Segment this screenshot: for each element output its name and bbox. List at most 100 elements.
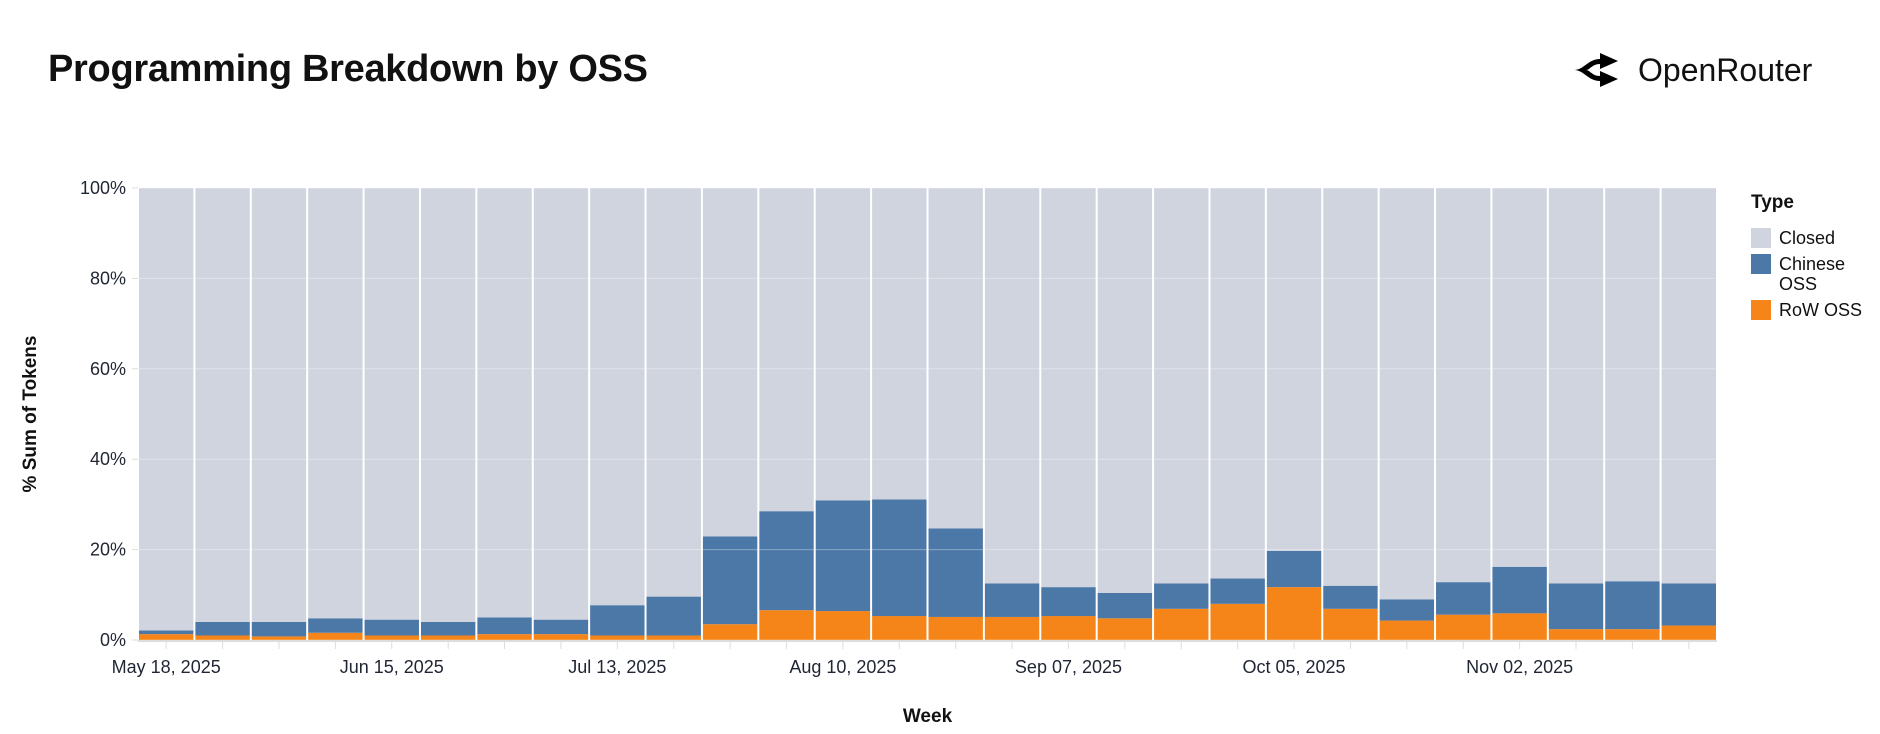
- bar-row-oss: [477, 634, 532, 640]
- legend-swatch-row-oss: [1751, 300, 1771, 320]
- logo-text: OpenRouter: [1638, 51, 1813, 88]
- bar-chinese-oss: [477, 617, 532, 635]
- bar-closed: [1266, 188, 1322, 551]
- bar-row-oss: [1097, 618, 1153, 640]
- bar-closed: [646, 188, 701, 597]
- bar-row-oss: [1436, 614, 1491, 640]
- openrouter-arrows-icon: [1574, 53, 1618, 87]
- bar-chinese-oss: [1097, 592, 1153, 619]
- legend-label-chinese-oss: Chinese OSS: [1779, 254, 1846, 294]
- bar-row-oss: [1492, 613, 1547, 640]
- bar-row-oss: [1154, 608, 1209, 640]
- legend-item-chinese-oss: Chinese OSS: [1751, 254, 1869, 294]
- page-title: Programming Breakdown by OSS: [48, 48, 648, 90]
- x-tick-label: Jun 15, 2025: [340, 657, 444, 677]
- bar-chinese-oss: [1605, 581, 1660, 630]
- bar-closed: [872, 188, 927, 500]
- bar-chinese-oss: [1041, 587, 1096, 617]
- bar-closed: [1210, 188, 1265, 579]
- bar-chinese-oss: [533, 619, 589, 635]
- bar-chinese-oss: [928, 528, 983, 617]
- bar-chinese-oss: [815, 500, 871, 612]
- y-tick-label: 20%: [90, 540, 126, 560]
- bar-closed: [364, 188, 419, 620]
- bar-closed: [1605, 188, 1660, 582]
- bar-closed: [1661, 188, 1716, 584]
- x-tick-label: Aug 10, 2025: [789, 657, 896, 677]
- bar-chinese-oss: [590, 605, 645, 636]
- x-tick-label: Sep 07, 2025: [1015, 657, 1122, 677]
- bar-closed: [815, 188, 871, 501]
- bar-closed: [1154, 188, 1209, 584]
- bar-closed: [1041, 188, 1096, 588]
- bar-chinese-oss: [1266, 550, 1322, 588]
- bar-closed: [759, 188, 814, 512]
- bar-closed: [1548, 188, 1604, 584]
- bar-chinese-oss: [1154, 583, 1209, 609]
- legend-title: Type: [1751, 192, 1794, 213]
- bar-chinese-oss: [1379, 599, 1435, 621]
- bar-closed: [1436, 188, 1491, 583]
- bar-closed: [1323, 188, 1378, 586]
- bar-chinese-oss: [139, 630, 194, 635]
- bar-closed: [139, 188, 194, 631]
- legend-swatch-closed: [1751, 228, 1771, 248]
- bar-chinese-oss: [364, 619, 419, 636]
- y-tick-label: 80%: [90, 268, 126, 288]
- legend-swatch-chinese-oss: [1751, 254, 1771, 274]
- x-tick-label: Oct 05, 2025: [1243, 657, 1346, 677]
- bar-row-oss: [590, 635, 645, 640]
- bar-chinese-oss: [195, 621, 250, 636]
- bar-closed: [533, 188, 589, 620]
- bar-chinese-oss: [251, 621, 307, 637]
- x-tick-label: Nov 02, 2025: [1466, 657, 1573, 677]
- bar-chinese-oss: [759, 511, 814, 611]
- bar-closed: [1379, 188, 1435, 600]
- y-tick-label: 100%: [80, 178, 126, 198]
- bar-row-oss: [1210, 603, 1265, 640]
- openrouter-logo: OpenRouter: [1572, 50, 1812, 90]
- bar-row-oss: [420, 635, 476, 640]
- bar-row-oss: [1548, 629, 1604, 640]
- y-tick-label: 40%: [90, 449, 126, 469]
- bar-chinese-oss: [308, 618, 363, 633]
- bar-closed: [195, 188, 250, 622]
- bar-row-oss: [1041, 616, 1096, 640]
- bar-closed: [420, 188, 476, 622]
- y-axis-title: % Sum of Tokens: [20, 336, 41, 493]
- bar-row-oss: [195, 635, 250, 640]
- bar-closed: [1492, 188, 1547, 567]
- bar-row-oss: [646, 635, 701, 640]
- bar-chinese-oss: [1661, 583, 1716, 626]
- y-tick-label: 60%: [90, 359, 126, 379]
- legend: Type Closed Chinese OSS RoW OSS: [1751, 192, 1869, 326]
- bar-row-oss: [251, 636, 307, 640]
- bar-closed: [702, 188, 758, 537]
- legend-item-closed: Closed: [1751, 228, 1869, 248]
- bar-chinese-oss: [1492, 566, 1547, 614]
- bar-chinese-oss: [1548, 583, 1604, 630]
- bar-chinese-oss: [1436, 582, 1491, 615]
- bar-closed: [1097, 188, 1153, 593]
- bar-row-oss: [533, 634, 589, 640]
- bar-row-oss: [1323, 608, 1378, 640]
- legend-item-row-oss: RoW OSS: [1751, 300, 1869, 320]
- bar-chinese-oss: [984, 583, 1040, 617]
- x-tick-label: May 18, 2025: [112, 657, 221, 677]
- bar-row-oss: [984, 616, 1040, 640]
- bar-row-oss: [1379, 620, 1435, 640]
- bar-chinese-oss: [702, 536, 758, 625]
- bar-closed: [928, 188, 983, 529]
- bar-closed: [590, 188, 645, 606]
- x-tick-label: Jul 13, 2025: [568, 657, 666, 677]
- bar-row-oss: [1266, 587, 1322, 640]
- bar-row-oss: [1661, 625, 1716, 640]
- bar-chinese-oss: [872, 499, 927, 617]
- legend-label-closed: Closed: [1779, 228, 1836, 248]
- bar-row-oss: [928, 616, 983, 640]
- legend-label-row-oss: RoW OSS: [1779, 300, 1863, 320]
- bar-row-oss: [815, 611, 871, 640]
- y-tick-label: 0%: [100, 630, 126, 650]
- bar-row-oss: [1605, 629, 1660, 640]
